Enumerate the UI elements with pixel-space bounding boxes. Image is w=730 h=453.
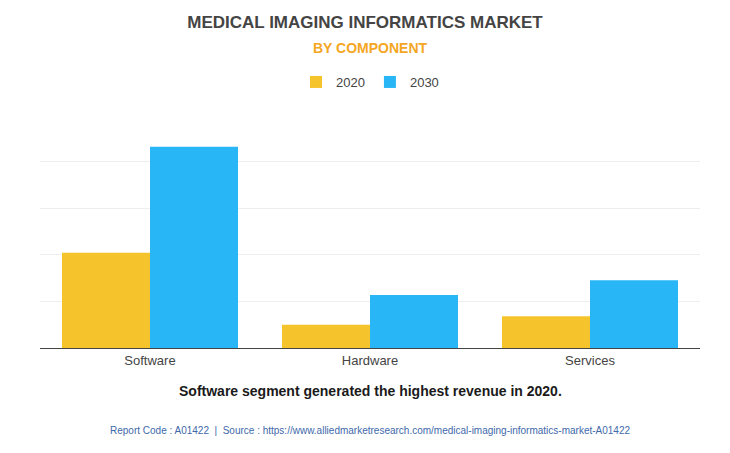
svg-text:Hardware: Hardware <box>342 353 398 368</box>
svg-text:MEDICAL IMAGING INFORMATICS MA: MEDICAL IMAGING INFORMATICS MARKET <box>187 13 543 32</box>
svg-text:Software: Software <box>124 353 175 368</box>
svg-text:2030: 2030 <box>410 75 439 90</box>
svg-text:2020: 2020 <box>336 75 365 90</box>
svg-text:BY COMPONENT: BY COMPONENT <box>313 40 428 56</box>
svg-text:Report Code : A01422 | Sourc: Report Code : A01422 | Source : https://… <box>110 425 630 436</box>
svg-text:Software segment generated the: Software segment generated the highest r… <box>179 383 562 399</box>
svg-text:Services: Services <box>565 353 615 368</box>
